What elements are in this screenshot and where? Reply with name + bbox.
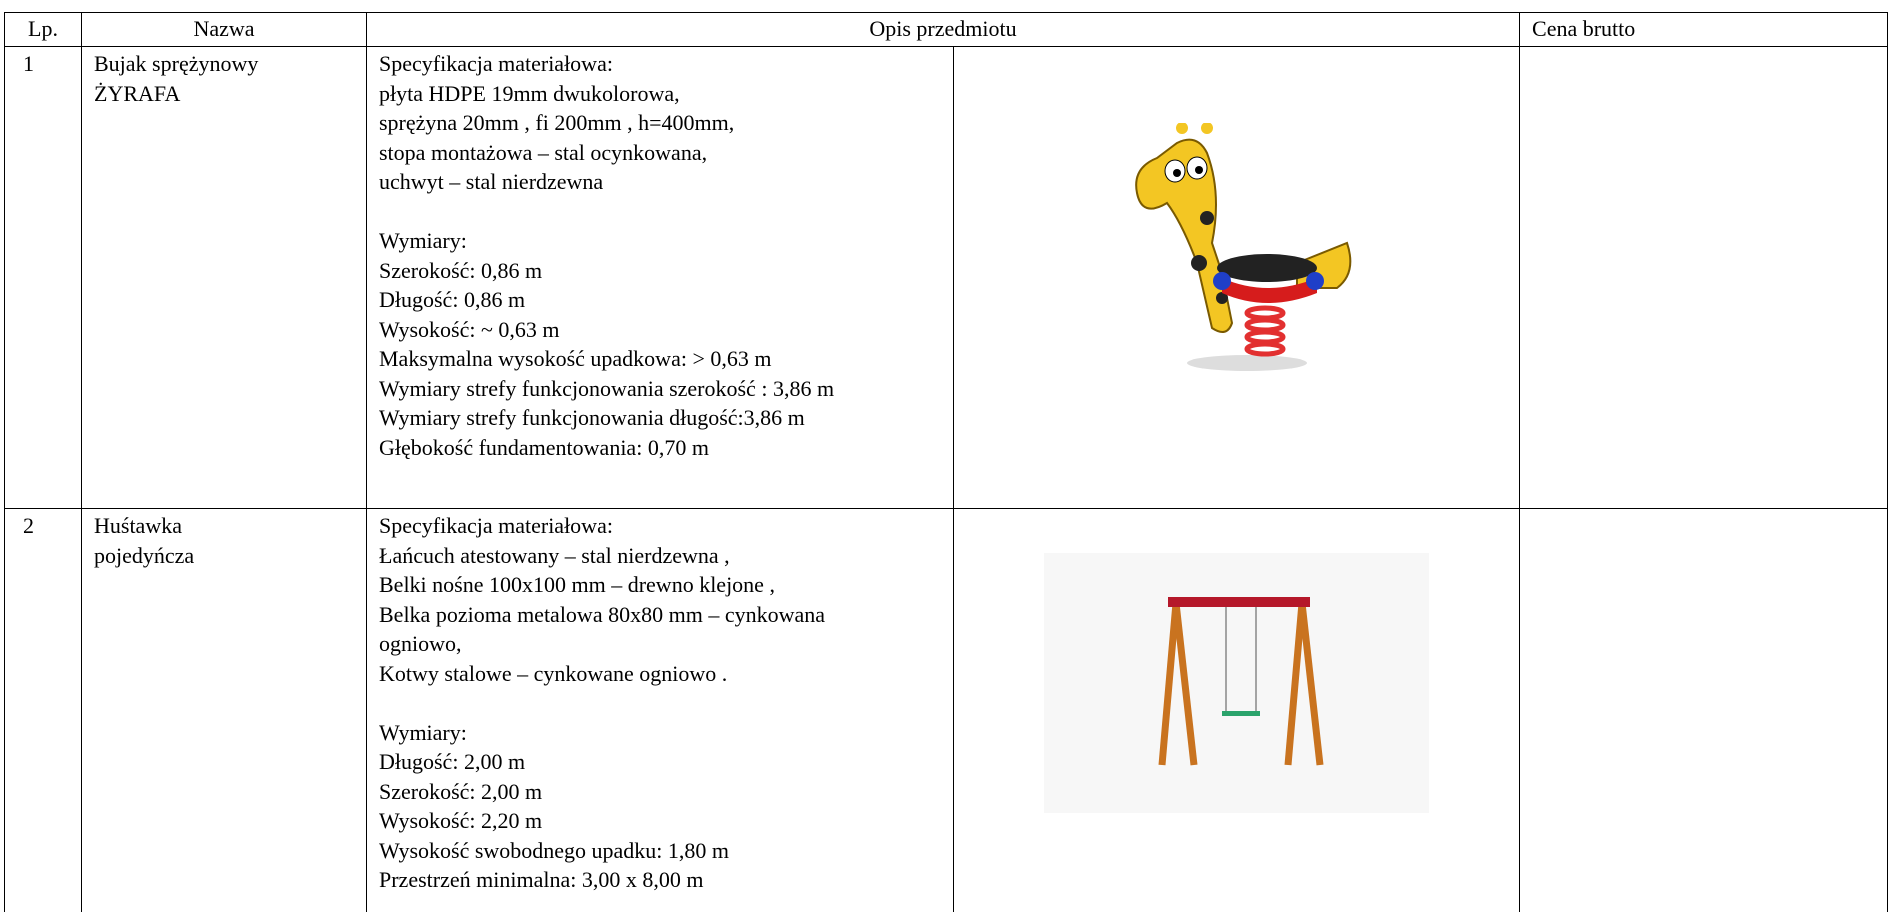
dims-block: Wymiary: Długość: 2,00 m Szerokość: 2,00 m… xyxy=(379,718,941,895)
dims-line: Długość: 2,00 m xyxy=(379,749,526,774)
name-line: ŻYRAFA xyxy=(94,80,181,106)
dims-block: Wymiary: Szerokość: 0,86 m Długość: 0,86 m… xyxy=(379,226,941,462)
dims-line: Maksymalna wysokość upadkowa: > 0,63 m xyxy=(379,346,772,371)
product-row: 2 Huśtawka pojedyńcza Specyfikacja materiał… xyxy=(4,508,1888,912)
image-cell xyxy=(952,508,1521,912)
description-header: Opis przedmiotu xyxy=(365,12,1521,47)
spec-line: Łańcuch atestowany – stal nierdzewna , xyxy=(379,542,730,568)
giraffe-spring-rider xyxy=(1134,123,1351,371)
image-cell xyxy=(952,46,1521,509)
spec-line: uchwyt – stal nierdzewna xyxy=(379,169,604,194)
spec-line: Specyfikacja materiałowa: xyxy=(379,513,613,538)
header-row: Lp. Nazwa Opis przedmiotu Cena brutto xyxy=(4,12,1888,47)
lp-cell: 1 xyxy=(4,46,82,509)
dims-line: Szerokość: 0,86 m xyxy=(379,257,543,283)
dims-line: Wymiary: xyxy=(379,228,467,253)
dims-line: Wymiary strefy funkcjonowania długość:3,… xyxy=(379,405,805,430)
dims-line: Szerokość: 2,00 m xyxy=(379,778,543,804)
dims-line: Wysokość swobodnego upadku: 1,80 m xyxy=(379,837,730,863)
price-header: Cena brutto xyxy=(1519,12,1888,47)
lp-cell: 2 xyxy=(4,508,82,912)
spec-line: płyta HDPE 19mm dwukolorowa, xyxy=(379,80,680,106)
name-line: Huśtawka xyxy=(94,513,182,538)
dims-line: Wymiary: xyxy=(379,719,467,745)
spec-block: Specyfikacja materiałowa: Łańcuch atestow… xyxy=(379,511,941,688)
spec-line: Kotwy stalowe – cynkowane ogniowo . xyxy=(379,660,728,686)
name-line: pojedyńcza xyxy=(94,542,195,568)
spec-line: ogniowo, xyxy=(379,631,462,656)
dims-line: Wymiary strefy funkcjonowania szerokość … xyxy=(379,375,835,401)
spec-line: Belki nośne 100x100 mm – drewno klejone … xyxy=(379,572,775,597)
price-cell xyxy=(1519,46,1888,509)
description-cell: Specyfikacja materiałowa: Łańcuch atestow… xyxy=(366,508,954,912)
dims-line: Długość: 0,86 m xyxy=(379,287,526,312)
single-swing xyxy=(1044,553,1429,813)
product-table: Lp. Nazwa Opis przedmiotu Cena brutto 1 Buja… xyxy=(4,12,1888,912)
name-cell: Bujak sprężynowy ŻYRAFA xyxy=(81,46,367,509)
spec-line: stopa montażowa – stal ocynkowana, xyxy=(379,139,708,165)
name-line: Bujak sprężynowy xyxy=(94,51,259,76)
dims-line: Wysokość: ~ 0,63 m xyxy=(379,316,560,342)
spec-line: sprężyna 20mm , fi 200mm , h=400mm, xyxy=(379,110,735,135)
dims-line: Przestrzeń minimalna: 3,00 x 8,00 m xyxy=(379,867,704,892)
name-header: Nazwa xyxy=(81,12,367,47)
lp-header: Lp. xyxy=(4,12,82,47)
name-cell: Huśtawka pojedyńcza xyxy=(81,508,367,912)
image-wrap xyxy=(966,511,1507,813)
dims-line: Głębokość fundamentowania: 0,70 m xyxy=(379,434,709,460)
spec-line: Belka pozioma metalowa 80x80 mm – cynkow… xyxy=(379,601,825,627)
description-cell: Specyfikacja materiałowa: płyta HDPE 19mm… xyxy=(366,46,954,509)
spec-line: Specyfikacja materiałowa: xyxy=(379,51,613,76)
product-row: 1 Bujak sprężynowy ŻYRAFA Specyfikacja mate… xyxy=(4,46,1888,509)
dims-line: Wysokość: 2,20 m xyxy=(379,808,543,833)
image-wrap xyxy=(966,49,1507,383)
spec-block: Specyfikacja materiałowa: płyta HDPE 19mm… xyxy=(379,49,941,197)
price-cell xyxy=(1519,508,1888,912)
